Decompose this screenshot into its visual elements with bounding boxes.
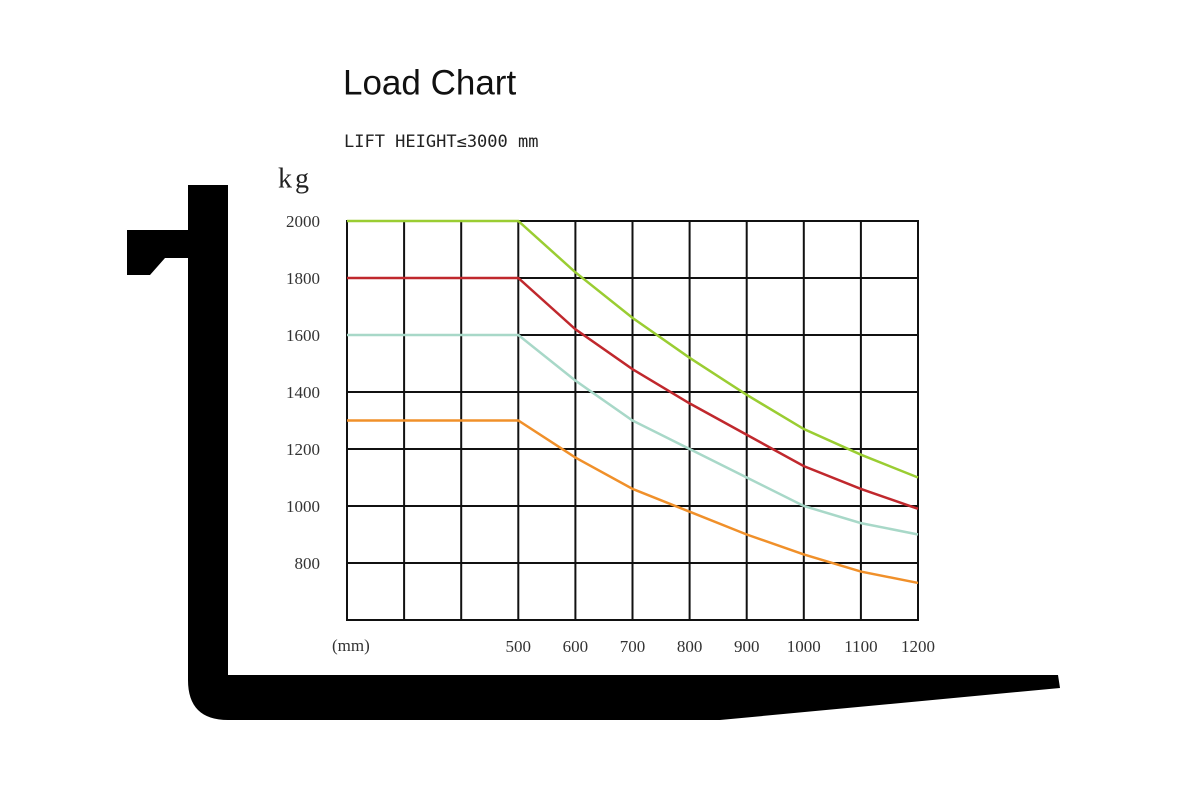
y-tick-label: 2000 (286, 212, 320, 231)
x-tick-label: 1000 (787, 637, 821, 656)
load-curve (347, 276, 919, 511)
load-curve (347, 333, 919, 536)
chart-title: Load Chart (343, 63, 516, 102)
x-tick-label: 900 (734, 637, 760, 656)
y-tick-label: 800 (295, 554, 321, 573)
y-tick-label: 1200 (286, 440, 320, 459)
load-curve (347, 419, 919, 585)
load-curve (347, 219, 919, 479)
y-axis-label: kg (278, 163, 312, 194)
y-tick-label: 1400 (286, 383, 320, 402)
fork-hook (127, 230, 190, 275)
x-tick-label: 1200 (901, 637, 935, 656)
y-tick-label: 1600 (286, 326, 320, 345)
x-tick-label: 600 (563, 637, 589, 656)
y-tick-label: 1800 (286, 269, 320, 288)
x-axis-label: (mm) (332, 636, 370, 655)
x-tick-label: 1100 (844, 637, 877, 656)
chart-subtitle: LIFT HEIGHT≤3000 mm (344, 132, 538, 152)
x-tick-label: 800 (677, 637, 703, 656)
x-tick-label: 700 (620, 637, 646, 656)
x-tick-label: 500 (506, 637, 532, 656)
y-tick-label: 1000 (286, 497, 320, 516)
